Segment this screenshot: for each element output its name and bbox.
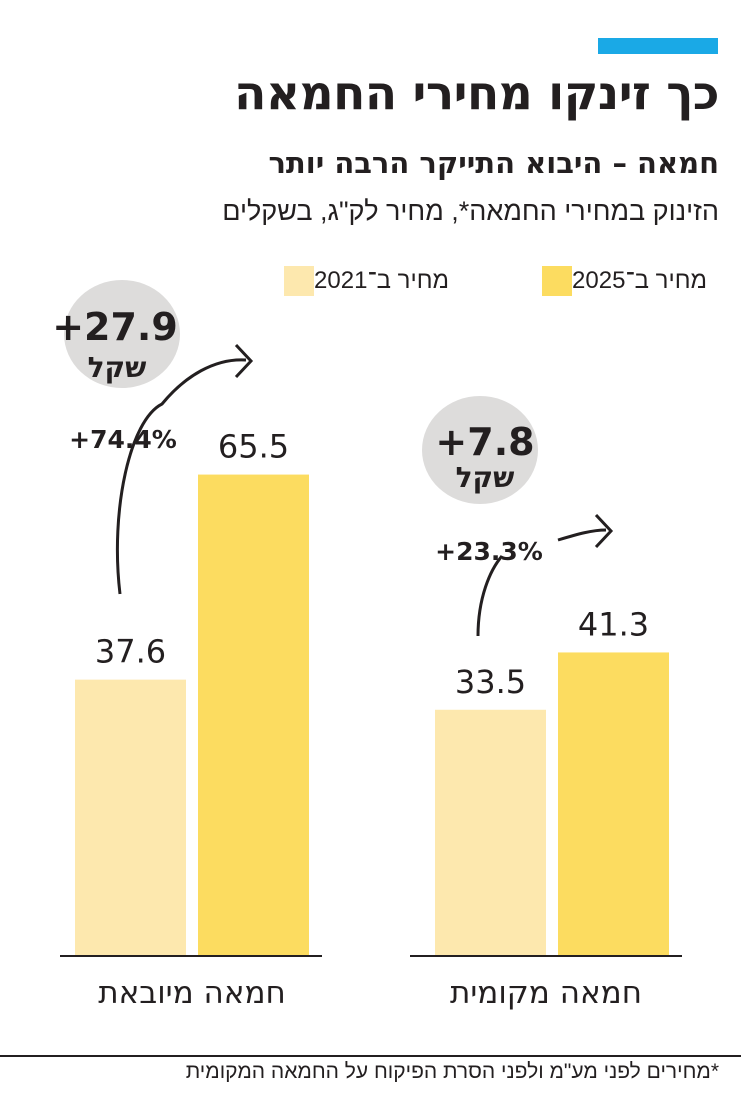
- chart-title: כך זינקו מחירי החמאה: [234, 66, 719, 121]
- legend-label-2021: מחיר ב־2021: [314, 267, 449, 294]
- value-label: 41.3: [578, 605, 649, 643]
- percent-change: +74.4%: [69, 425, 177, 454]
- chart-description: הזינוק במחירי החמאה*, מחיר לק"ג, בשקלים: [222, 196, 719, 226]
- accent-bar: [598, 38, 718, 54]
- legend-swatch-2025: [542, 266, 573, 296]
- bar-0-1: [198, 474, 309, 956]
- change-arrow: [476, 528, 607, 637]
- arrow-head: [234, 343, 254, 379]
- footnote-rule: [0, 1055, 741, 1057]
- change-bubble: [422, 396, 538, 504]
- shekel-unit: שקל: [88, 351, 147, 384]
- bar-1-1: [558, 652, 669, 956]
- bar-chart: 37.6 65.5 חמאה מיובאת 33.5 41.3 חמאה מקומית +2…: [52, 280, 682, 1011]
- legend-item-2021: מחיר ב־2021: [270, 264, 449, 298]
- value-label: 65.5: [218, 428, 289, 466]
- category-label: חמאה מקומית: [450, 975, 642, 1011]
- shekel-change: +27.9: [52, 305, 178, 349]
- legend-label-2025: מחיר ב־2025: [572, 267, 707, 294]
- change-bubble: [64, 280, 180, 388]
- change-arrow: [115, 358, 247, 595]
- shekel-unit: שקל: [456, 461, 515, 494]
- category-label: חמאה מיובאת: [98, 975, 286, 1011]
- legend-swatch-2021: [284, 266, 315, 296]
- footnote: *מחירים לפני מע"מ ולפני הסרת הפיקוח על ה…: [185, 1060, 719, 1083]
- value-label: 37.6: [95, 633, 166, 671]
- shekel-change: +7.8: [435, 420, 534, 464]
- value-label: 33.5: [455, 663, 526, 701]
- percent-change: +23.3%: [435, 537, 543, 566]
- bar-0-0: [75, 679, 186, 956]
- bar-1-0: [435, 709, 546, 956]
- legend-item-2025: מחיר ב־2025: [528, 264, 707, 298]
- arrow-head: [594, 513, 614, 549]
- chart-subtitle: חמאה – היבוא התייקר הרבה יותר: [268, 146, 719, 180]
